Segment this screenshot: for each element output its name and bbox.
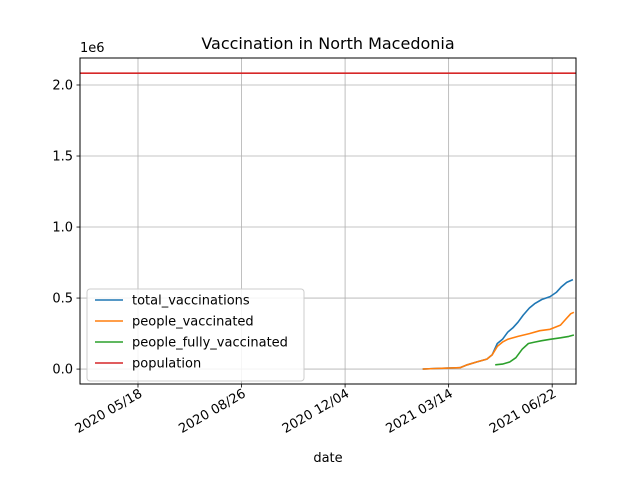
y-tick-label: 1.0 (52, 221, 73, 236)
y-tick-label: 2.0 (52, 78, 73, 93)
legend-label: population (132, 357, 201, 372)
chart-title: Vaccination in North Macedonia (201, 34, 454, 53)
x-tick-label: 2020 05/18 (73, 386, 145, 436)
x-tick-label: 2020 08/26 (176, 386, 248, 436)
series-line-total-vaccinations (422, 278, 574, 370)
plot-frame (79, 57, 577, 385)
legend: total_vaccinations people_vaccinatedpeopl… (86, 288, 305, 382)
x-tick-label: 2020 12/04 (280, 386, 352, 436)
x-axis-label: date (313, 451, 342, 466)
x-tick-label: 2021 03/14 (383, 386, 455, 436)
y-tick-label: 0.5 (52, 292, 73, 307)
series-layer (80, 72, 576, 370)
series-line-people-fully-vaccinated (495, 334, 575, 366)
y-tick-label: 1.5 (52, 150, 73, 165)
x-axis: 2020 05/18 2020 08/26 2020 12/04 2021 03/14… (73, 384, 559, 437)
y-tick-label: 0.0 (52, 363, 73, 378)
y-offset-label: 1e6 (80, 41, 105, 56)
legend-box (86, 288, 305, 382)
legend-label: total_vaccinations (132, 294, 250, 309)
legend-label: people_vaccinated (132, 315, 254, 330)
series-line-people-vaccinated (422, 311, 575, 370)
x-tick-label: 2021 06/22 (487, 386, 559, 436)
y-axis: 0.0 0.5 1.0 1.5 2.0 (52, 78, 80, 378)
legend-label: people_fully_vaccinated (132, 336, 288, 351)
